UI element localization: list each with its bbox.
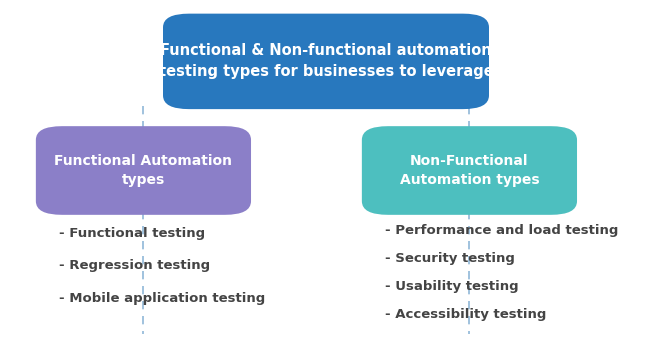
FancyBboxPatch shape [163,14,489,109]
Text: - Performance and load testing: - Performance and load testing [385,224,618,237]
Text: - Functional testing: - Functional testing [59,227,205,240]
Text: Functional Automation
types: Functional Automation types [54,154,233,187]
Text: - Security testing: - Security testing [385,252,514,265]
Text: - Usability testing: - Usability testing [385,280,518,293]
Text: - Mobile application testing: - Mobile application testing [59,292,265,305]
FancyBboxPatch shape [36,126,251,215]
Text: Functional & Non-functional automation
testing types for businesses to leverage: Functional & Non-functional automation t… [158,43,494,79]
Text: - Accessibility testing: - Accessibility testing [385,308,546,321]
Text: - Regression testing: - Regression testing [59,260,210,272]
Text: Non-Functional
Automation types: Non-Functional Automation types [400,154,539,187]
FancyBboxPatch shape [362,126,577,215]
